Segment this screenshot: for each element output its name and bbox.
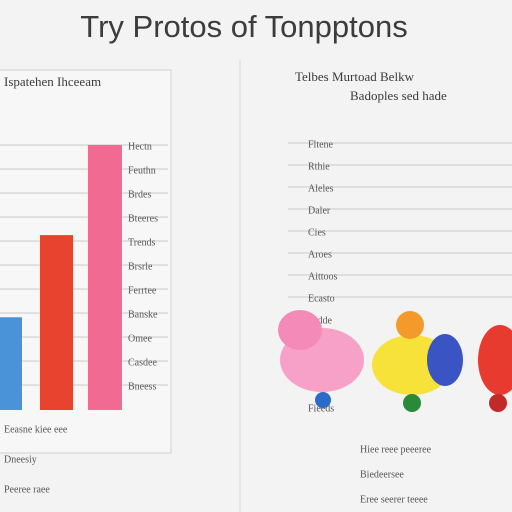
bar	[40, 235, 73, 410]
row-label: Rthie	[308, 161, 330, 172]
row-label: Fieeds	[308, 403, 334, 414]
toy-wheel	[403, 394, 421, 412]
row-label: Casdee	[128, 357, 157, 368]
footer-label: Eree seerer teeee	[360, 494, 428, 505]
row-label: Feuthn	[128, 165, 156, 176]
row-label: Hectn	[128, 141, 152, 152]
row-label: Aleles	[308, 183, 334, 194]
bar	[88, 145, 122, 410]
toy-wheel	[489, 394, 507, 412]
row-label: Daler	[308, 205, 331, 216]
toys	[278, 310, 512, 412]
toy-head	[396, 311, 424, 339]
row-label: Bneess	[128, 381, 156, 392]
footer-label: Hiee reee peeeree	[360, 444, 432, 455]
toy-blue	[427, 334, 463, 386]
row-label: Omee	[128, 333, 152, 344]
row-label: Ferrtee	[128, 285, 157, 296]
bar	[0, 317, 22, 410]
footer-label: Peeree raee	[4, 484, 50, 495]
row-label: Brdes	[128, 189, 151, 200]
right-subheading: Badoples sed hade	[350, 88, 447, 103]
row-label: Brsrle	[128, 261, 153, 272]
left-heading: Ispatehen Ihceeam	[4, 74, 101, 89]
toy-red	[478, 325, 512, 395]
row-label: Fltene	[308, 139, 334, 150]
footer-label: Biedeersee	[360, 469, 404, 480]
row-label: Aroes	[308, 249, 332, 260]
row-label: Bteeres	[128, 213, 158, 224]
content: Hectn Feuthn Brdes Bteeres Trends Brsrle Ferrt…	[0, 139, 512, 505]
toy-wheel	[315, 392, 331, 408]
row-label: Ecasto	[308, 293, 335, 304]
row-label: Bldde	[308, 315, 332, 326]
row-label: Cies	[308, 227, 326, 238]
left-panel	[0, 69, 172, 454]
row-label: Aittoos	[308, 271, 338, 282]
row-label: Banske	[128, 309, 158, 320]
row-label: Trends	[128, 237, 156, 248]
title: Try Protos of Tonpptons	[80, 9, 407, 44]
footer-label: Dneesiy	[4, 454, 37, 465]
footer-label: Eeasne kiee eee	[4, 424, 68, 435]
right-heading: Telbes Murtoad Belkw	[295, 69, 415, 84]
toy-pink-head	[278, 310, 322, 350]
